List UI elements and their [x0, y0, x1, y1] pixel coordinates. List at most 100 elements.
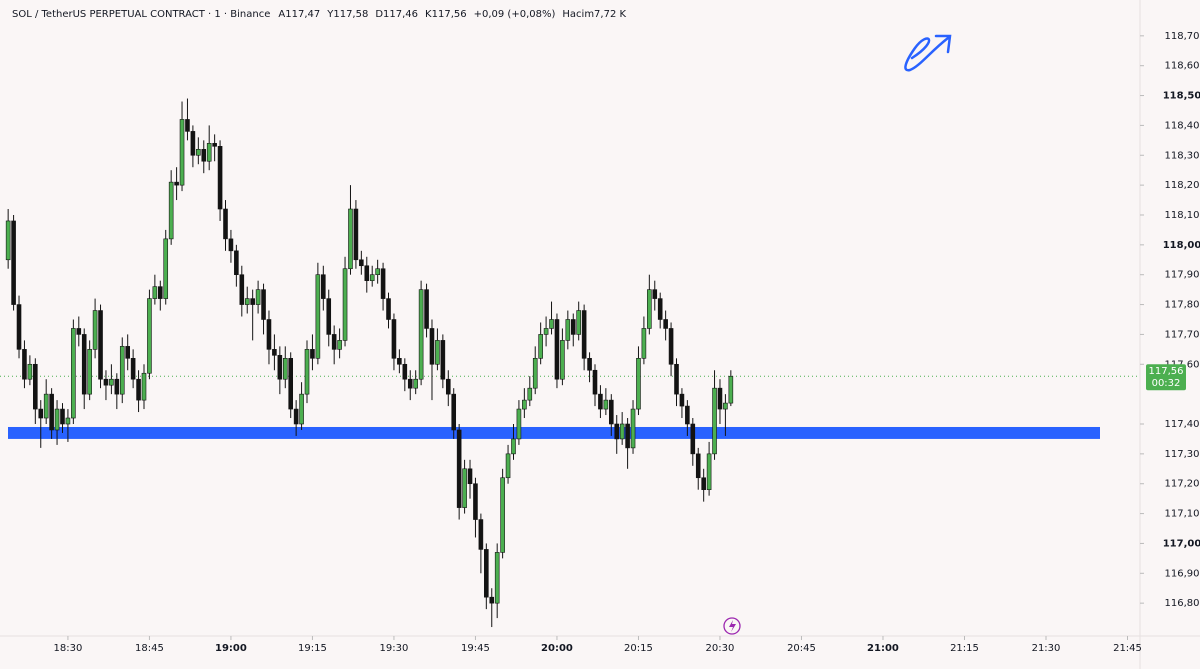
candle-body	[473, 483, 478, 520]
candle-body	[92, 310, 98, 350]
candle-body	[402, 363, 408, 380]
y-tick-label: 117,30	[1165, 449, 1200, 460]
plot	[0, 98, 1140, 628]
drawing-arrow	[904, 34, 952, 72]
x-tick-label: 20:45	[787, 643, 816, 654]
candle-body	[299, 393, 304, 425]
y-tick-label: 118,10	[1165, 210, 1200, 221]
ohlc-label: D117,46	[375, 9, 418, 20]
candle-body	[250, 298, 255, 305]
candle-body	[608, 399, 614, 425]
candle-body	[310, 349, 315, 359]
candle-body	[369, 274, 375, 281]
last-price-tag	[1146, 364, 1186, 391]
x-tick-label: 18:45	[135, 643, 164, 654]
candle-body	[288, 358, 294, 410]
candle-body	[304, 349, 310, 395]
candle-body	[413, 378, 418, 389]
x-tick-label: 20:15	[624, 643, 653, 654]
y-tick-label: 118,40	[1165, 120, 1200, 131]
event-icon[interactable]	[729, 620, 736, 632]
y-tick-label: 117,00	[1163, 538, 1200, 549]
last-price-label: 117,56	[1149, 366, 1184, 377]
candle-body	[625, 423, 630, 449]
candle-body	[282, 358, 288, 380]
x-tick-label: 21:30	[1032, 643, 1061, 654]
x-tick-label: 20:00	[541, 643, 573, 654]
candle-body	[190, 131, 196, 156]
candle-body	[505, 453, 511, 479]
candle-body	[598, 393, 603, 410]
y-tick-label: 117,90	[1165, 270, 1200, 281]
x-tick-label: 19:00	[215, 643, 247, 654]
candle-body	[614, 423, 620, 440]
candle-body	[581, 310, 587, 359]
candle-body	[706, 453, 712, 490]
y-tick-label: 118,60	[1165, 61, 1200, 72]
x-tick-label: 19:45	[461, 643, 490, 654]
candle-body	[717, 387, 723, 410]
candle-body	[701, 477, 706, 490]
y-tick-label: 117,80	[1165, 300, 1200, 311]
candle-body	[494, 552, 500, 604]
candle-body	[429, 328, 435, 365]
candle-body	[679, 393, 685, 407]
candle-body	[386, 298, 391, 320]
event-icon-ring[interactable]	[723, 617, 741, 635]
candle-body	[348, 208, 353, 270]
candle-body	[152, 286, 158, 299]
candle-body	[98, 310, 103, 380]
candle-body	[690, 423, 696, 455]
x-tick-label: 19:30	[380, 643, 409, 654]
candle-body	[22, 349, 27, 380]
candle-body	[11, 220, 16, 305]
candle-body	[527, 387, 533, 401]
ohlc-label: Y117,58	[326, 9, 368, 20]
candle-body	[364, 265, 370, 281]
candle-body	[435, 340, 440, 365]
candle-body	[619, 423, 625, 440]
candle-body	[163, 238, 169, 299]
candle-body	[532, 358, 538, 389]
candle-body	[456, 429, 462, 508]
candle-body	[65, 417, 71, 425]
y-tick-label: 117,20	[1165, 479, 1200, 490]
y-tick-label: 117,40	[1165, 419, 1200, 430]
header-volume: Hacim7,72 K	[562, 9, 626, 20]
candle-body	[685, 405, 690, 425]
candle-body	[103, 378, 109, 386]
candle-body	[560, 340, 565, 380]
candle-body	[424, 289, 429, 329]
x-tick-label: 21:00	[867, 643, 899, 654]
candle-body	[652, 289, 658, 299]
y-tick-label: 117,70	[1165, 329, 1200, 340]
candle-body	[543, 328, 549, 335]
candle-body	[206, 143, 212, 162]
candle-body	[592, 369, 598, 395]
countdown: 00:32	[1152, 378, 1181, 389]
candle-body	[407, 378, 413, 389]
candle-body	[196, 148, 201, 156]
candle-body	[234, 250, 239, 276]
x-tick-label: 21:45	[1113, 643, 1142, 654]
candle-body	[641, 328, 647, 359]
candle-body	[5, 220, 11, 261]
candle-body	[723, 402, 728, 410]
candle-body	[695, 453, 701, 479]
candle-body	[261, 289, 266, 320]
candle-body	[500, 477, 505, 553]
candle-body	[478, 519, 484, 550]
candle-body	[342, 268, 348, 341]
y-tick-label: 118,50	[1163, 91, 1200, 102]
candle-body	[244, 298, 250, 305]
candle-body	[321, 274, 326, 299]
candle-body	[71, 328, 76, 419]
candle-body	[212, 143, 217, 147]
candle-body	[60, 408, 65, 425]
candle-body	[630, 408, 636, 449]
candle-body	[27, 363, 33, 380]
candle-body	[130, 358, 136, 380]
